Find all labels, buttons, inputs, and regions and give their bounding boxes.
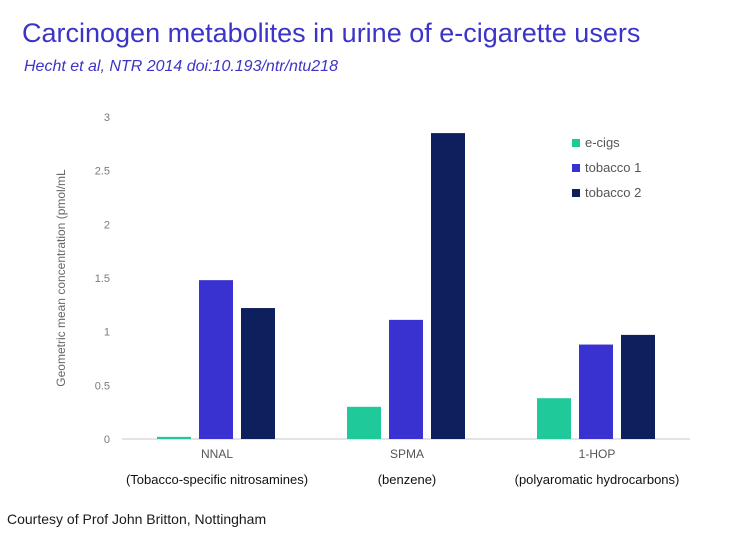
bar-spma-tobacco-1 <box>389 319 423 439</box>
bar-nnal-e-cigs <box>157 436 191 439</box>
legend-label: tobacco 2 <box>585 185 641 200</box>
y-tick-label: 0 <box>104 434 110 446</box>
x-tick-label: 1-HOP <box>579 447 616 461</box>
bar-1-hop-tobacco-2 <box>621 334 655 439</box>
bar-nnal-tobacco-2 <box>241 308 275 439</box>
legend-label: e-cigs <box>585 135 620 150</box>
x-tick-label: SPMA <box>390 447 424 461</box>
y-tick-label: 3 <box>104 112 110 124</box>
bar-nnal-tobacco-1 <box>199 280 233 439</box>
bar-spma-tobacco-2 <box>431 133 465 439</box>
legend-swatch <box>572 189 580 197</box>
y-tick-label: 2.5 <box>95 166 110 178</box>
category-note: (Tobacco-specific nitrosamines) <box>126 472 308 487</box>
bar-1-hop-e-cigs <box>537 398 571 439</box>
category-note: (polyaromatic hydrocarbons) <box>515 472 680 487</box>
y-tick-label: 2 <box>104 219 110 231</box>
credit-text: Courtesy of Prof John Britton, Nottingha… <box>7 511 267 527</box>
legend-swatch <box>572 164 580 172</box>
slide-title: Carcinogen metabolites in urine of e-cig… <box>22 18 641 48</box>
citation-subtitle: Hecht et al, NTR 2014 doi:10.193/ntr/ntu… <box>24 58 338 75</box>
y-tick-label: 1 <box>104 327 110 339</box>
y-axis-title: Geometric mean concentration (pmol/mL <box>54 169 68 387</box>
y-tick-label: 0.5 <box>95 380 110 392</box>
bar-spma-e-cigs <box>347 406 381 439</box>
bar-1-hop-tobacco-1 <box>579 344 613 439</box>
legend-swatch <box>572 139 580 147</box>
legend-label: tobacco 1 <box>585 160 641 175</box>
category-note: (benzene) <box>378 472 437 487</box>
x-tick-label: NNAL <box>201 447 233 461</box>
y-tick-label: 1.5 <box>95 273 110 285</box>
